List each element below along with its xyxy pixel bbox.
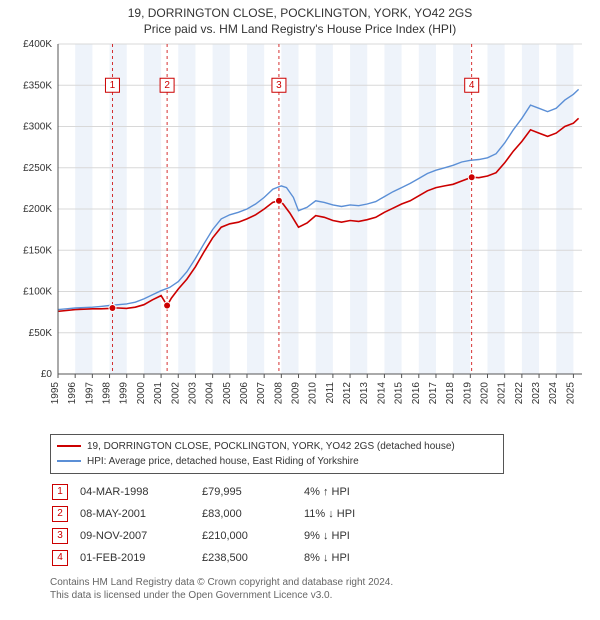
legend-swatch	[57, 460, 81, 462]
legend-row: HPI: Average price, detached house, East…	[57, 454, 497, 469]
svg-text:2011: 2011	[325, 381, 336, 403]
svg-text:1999: 1999	[119, 381, 130, 404]
svg-text:£100K: £100K	[23, 286, 52, 297]
svg-text:£0: £0	[41, 369, 53, 380]
svg-text:2000: 2000	[136, 381, 147, 404]
svg-text:£250K: £250K	[23, 162, 52, 173]
svg-text:2010: 2010	[308, 381, 319, 404]
svg-text:2021: 2021	[497, 381, 508, 404]
attribution: Contains HM Land Registry data © Crown c…	[50, 576, 590, 602]
svg-text:4: 4	[469, 79, 475, 90]
svg-text:2007: 2007	[256, 381, 267, 404]
transaction-row: 401-FEB-2019£238,5008% ↓ HPI	[52, 548, 365, 568]
transaction-badge: 4	[52, 550, 68, 566]
svg-text:2004: 2004	[205, 381, 216, 404]
transaction-badge: 3	[52, 528, 68, 544]
legend-swatch	[57, 445, 81, 447]
svg-text:£300K: £300K	[23, 121, 52, 132]
legend-label: 19, DORRINGTON CLOSE, POCKLINGTON, YORK,…	[87, 439, 455, 454]
svg-text:£350K: £350K	[23, 80, 52, 91]
chart: £0 £50K £100K £150K £200K £250K £300K £350K £400…	[10, 40, 590, 430]
legend: 19, DORRINGTON CLOSE, POCKLINGTON, YORK,…	[50, 434, 504, 474]
svg-text:2016: 2016	[411, 381, 422, 404]
chart-title: 19, DORRINGTON CLOSE, POCKLINGTON, YORK,…	[10, 6, 590, 22]
svg-text:2018: 2018	[445, 381, 456, 404]
svg-text:3: 3	[276, 79, 282, 90]
svg-text:2006: 2006	[239, 381, 250, 404]
svg-text:1996: 1996	[67, 381, 78, 404]
svg-text:2017: 2017	[428, 381, 439, 404]
transaction-row: 104-MAR-1998£79,9954% ↑ HPI	[52, 482, 365, 502]
svg-text:1: 1	[110, 79, 116, 90]
svg-text:2013: 2013	[359, 381, 370, 404]
transaction-badge: 2	[52, 506, 68, 522]
svg-text:2002: 2002	[170, 381, 181, 404]
svg-text:2008: 2008	[273, 381, 284, 404]
svg-text:2014: 2014	[376, 381, 387, 404]
svg-text:2019: 2019	[462, 381, 473, 404]
svg-text:2024: 2024	[548, 381, 559, 404]
svg-text:2022: 2022	[514, 381, 525, 404]
svg-text:2023: 2023	[531, 381, 542, 404]
svg-text:2: 2	[164, 79, 170, 90]
svg-text:1997: 1997	[84, 381, 95, 404]
svg-text:1995: 1995	[50, 381, 61, 404]
transaction-row: 208-MAY-2001£83,00011% ↓ HPI	[52, 504, 365, 524]
svg-text:2009: 2009	[291, 381, 302, 404]
legend-row: 19, DORRINGTON CLOSE, POCKLINGTON, YORK,…	[57, 439, 497, 454]
svg-text:2012: 2012	[342, 381, 353, 404]
svg-text:2015: 2015	[394, 381, 405, 404]
transaction-badge: 1	[52, 484, 68, 500]
svg-text:£50K: £50K	[29, 327, 53, 338]
svg-text:2005: 2005	[222, 381, 233, 404]
svg-text:£200K: £200K	[23, 204, 52, 215]
transaction-row: 309-NOV-2007£210,0009% ↓ HPI	[52, 526, 365, 546]
svg-text:£400K: £400K	[23, 40, 52, 50]
svg-text:2020: 2020	[480, 381, 491, 404]
svg-text:2001: 2001	[153, 381, 164, 404]
svg-text:2025: 2025	[565, 381, 576, 404]
svg-text:1998: 1998	[102, 381, 113, 404]
svg-text:£150K: £150K	[23, 245, 52, 256]
legend-label: HPI: Average price, detached house, East…	[87, 454, 359, 469]
transaction-table: 104-MAR-1998£79,9954% ↑ HPI208-MAY-2001£…	[50, 480, 367, 570]
svg-text:2003: 2003	[187, 381, 198, 404]
chart-subtitle: Price paid vs. HM Land Registry's House …	[10, 22, 590, 36]
